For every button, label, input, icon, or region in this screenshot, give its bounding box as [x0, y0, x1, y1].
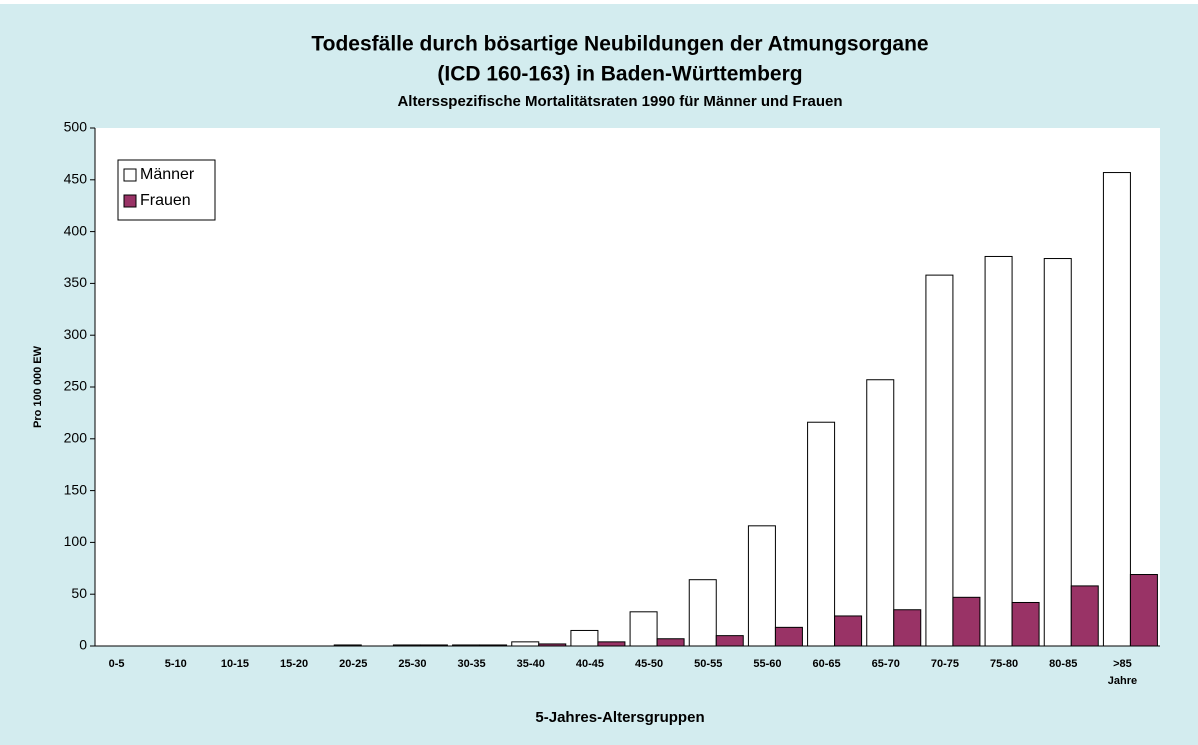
x-tick-label: 75-80 — [990, 658, 1018, 670]
y-tick-label: 350 — [64, 274, 88, 290]
bar — [1102, 172, 1131, 647]
y-tick-label: 500 — [64, 119, 88, 135]
bar — [866, 379, 895, 647]
bar — [952, 596, 981, 647]
x-tick-label: 25-30 — [398, 658, 426, 670]
bar — [984, 255, 1013, 647]
bar — [1043, 258, 1072, 647]
x-tick-label: 40-45 — [576, 658, 604, 670]
y-axis-label: Pro 100 000 EW — [32, 345, 44, 428]
x-tick-label: 55-60 — [753, 658, 781, 670]
bar — [656, 638, 685, 647]
x-tick-label: 0-5 — [109, 658, 125, 670]
chart-title: (ICD 160-163) in Baden-Württemberg — [437, 63, 802, 86]
bar — [511, 641, 540, 647]
x-tick-label: 20-25 — [339, 658, 367, 670]
y-tick-label: 200 — [64, 430, 88, 446]
bar — [688, 579, 717, 647]
bar — [774, 626, 803, 647]
x-tick-label: 65-70 — [872, 658, 900, 670]
bar — [893, 609, 922, 647]
legend-swatch — [123, 194, 137, 208]
bar — [834, 615, 863, 647]
plot-area — [95, 128, 1160, 646]
legend-swatch — [123, 168, 137, 182]
y-tick-label: 0 — [79, 637, 87, 653]
bar — [570, 629, 599, 647]
bar — [925, 274, 954, 647]
bar — [1070, 585, 1099, 647]
bar — [807, 421, 836, 647]
x-axis-label: 5-Jahres-Altersgruppen — [535, 709, 704, 726]
x-tick-label: 35-40 — [517, 658, 545, 670]
x-tick-label: 60-65 — [813, 658, 841, 670]
x-tick-label: 70-75 — [931, 658, 959, 670]
x-tick-label: 50-55 — [694, 658, 722, 670]
legend-label: Männer — [140, 166, 195, 183]
x-tick-label: 30-35 — [458, 658, 486, 670]
bar — [1129, 574, 1158, 647]
x-tick-label: 5-10 — [165, 658, 187, 670]
x-unit-note: Jahre — [1108, 675, 1137, 687]
bar — [715, 635, 744, 647]
x-tick-label: 45-50 — [635, 658, 663, 670]
y-tick-label: 150 — [64, 481, 88, 497]
bar — [1011, 601, 1040, 647]
x-tick-label: >85 — [1113, 658, 1132, 670]
x-tick-label: 10-15 — [221, 658, 249, 670]
x-tick-label: 15-20 — [280, 658, 308, 670]
y-tick-label: 100 — [64, 533, 88, 549]
y-tick-label: 300 — [64, 326, 88, 342]
y-tick-label: 450 — [64, 171, 88, 187]
y-tick-label: 400 — [64, 222, 88, 238]
bar — [629, 611, 658, 647]
y-tick-label: 50 — [71, 585, 87, 601]
x-tick-label: 80-85 — [1049, 658, 1077, 670]
bar — [747, 525, 776, 647]
legend-label: Frauen — [140, 192, 191, 209]
chart-title: Todesfälle durch bösartige Neubildungen … — [311, 33, 928, 56]
chart-subtitle: Altersspezifische Mortalitätsraten 1990 … — [397, 93, 842, 110]
y-tick-label: 250 — [64, 378, 88, 394]
bar — [597, 641, 626, 647]
